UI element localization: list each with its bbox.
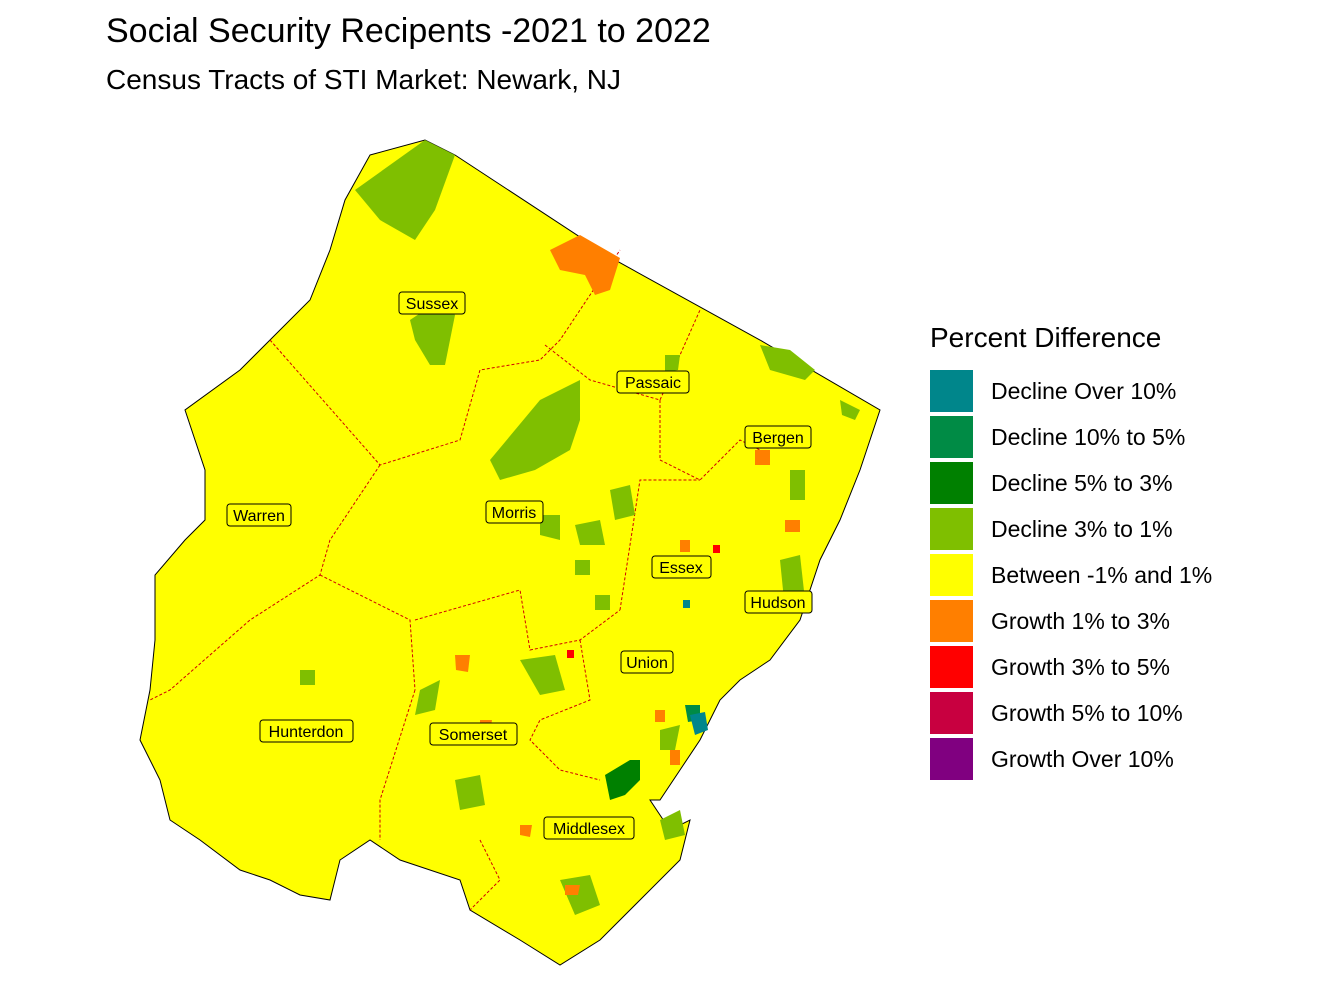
svg-text:Essex: Essex xyxy=(659,560,703,577)
map-subtitle: Census Tracts of STI Market: Newark, NJ xyxy=(106,64,622,95)
legend-swatch xyxy=(930,508,973,550)
svg-text:Morris: Morris xyxy=(492,505,536,522)
svg-text:Hudson: Hudson xyxy=(750,595,805,612)
legend-item: Growth 3% to 5% xyxy=(930,644,1212,690)
county-label-union: Union xyxy=(620,650,674,674)
legend-item: Growth 1% to 3% xyxy=(930,598,1212,644)
legend-swatch xyxy=(930,462,973,504)
legend-label: Growth 1% to 3% xyxy=(991,607,1170,634)
choropleth-map: Sussex Passaic Bergen Warren Morris Esse… xyxy=(139,139,881,966)
legend-label: Growth 5% to 10% xyxy=(991,699,1183,726)
legend-swatch xyxy=(930,370,973,412)
legend-label: Growth 3% to 5% xyxy=(991,653,1170,680)
legend-swatch xyxy=(930,738,973,780)
legend-item: Decline 5% to 3% xyxy=(930,460,1212,506)
svg-text:Somerset: Somerset xyxy=(439,727,508,744)
legend-label: Decline 3% to 1% xyxy=(991,515,1173,542)
svg-text:Sussex: Sussex xyxy=(406,296,458,313)
legend-swatch xyxy=(930,600,973,642)
svg-text:Middlesex: Middlesex xyxy=(553,821,625,838)
county-label-hudson: Hudson xyxy=(744,590,813,614)
legend-label: Decline 10% to 5% xyxy=(991,423,1186,450)
county-label-middlesex: Middlesex xyxy=(543,816,635,840)
legend-swatch xyxy=(930,554,973,596)
legend-label: Decline 5% to 3% xyxy=(991,469,1173,496)
legend-item: Decline 3% to 1% xyxy=(930,506,1212,552)
legend-title: Percent Difference xyxy=(930,322,1162,353)
county-label-somerset: Somerset xyxy=(429,722,518,746)
legend-swatch xyxy=(930,692,973,734)
county-label-essex: Essex xyxy=(651,555,712,579)
legend-item: Decline 10% to 5% xyxy=(930,414,1212,460)
legend-label: Between -1% and 1% xyxy=(991,561,1213,588)
map-title: Social Security Recipents -2021 to 2022 xyxy=(106,12,711,50)
svg-text:Hunterdon: Hunterdon xyxy=(269,724,344,741)
svg-text:Passaic: Passaic xyxy=(625,375,681,392)
svg-text:Bergen: Bergen xyxy=(752,430,804,447)
county-label-hunterdon: Hunterdon xyxy=(259,719,354,743)
tracts-growth-1-to-3 xyxy=(455,235,800,895)
county-label-morris: Morris xyxy=(485,500,544,524)
legend-label: Decline Over 10% xyxy=(991,377,1177,404)
legend-item: Decline Over 10% xyxy=(930,368,1212,414)
county-label-bergen: Bergen xyxy=(744,425,812,449)
legend-swatch xyxy=(930,416,973,458)
legend-item: Between -1% and 1% xyxy=(930,552,1212,598)
svg-text:Warren: Warren xyxy=(233,508,285,525)
legend-items: Decline Over 10% Decline 10% to 5% Decline… xyxy=(930,368,1212,782)
county-label-passaic: Passaic xyxy=(616,370,690,394)
legend-swatch xyxy=(930,646,973,688)
county-label-warren: Warren xyxy=(226,503,292,527)
county-labels: Sussex Passaic Bergen Warren Morris Esse… xyxy=(226,291,813,840)
tracts-decline-over-10 xyxy=(683,600,708,735)
legend-item: Growth 5% to 10% xyxy=(930,690,1212,736)
county-label-sussex: Sussex xyxy=(398,291,466,315)
region-outline xyxy=(139,139,881,966)
legend-item: Growth Over 10% xyxy=(930,736,1212,782)
tracts-decline-5-to-3 xyxy=(605,760,640,800)
tracts-growth-3-to-5 xyxy=(567,545,720,658)
svg-text:Union: Union xyxy=(626,655,668,672)
legend-label: Growth Over 10% xyxy=(991,745,1174,772)
county-borders xyxy=(149,249,761,911)
legend: Percent Difference Decline Over 10% Decli… xyxy=(930,322,1212,782)
